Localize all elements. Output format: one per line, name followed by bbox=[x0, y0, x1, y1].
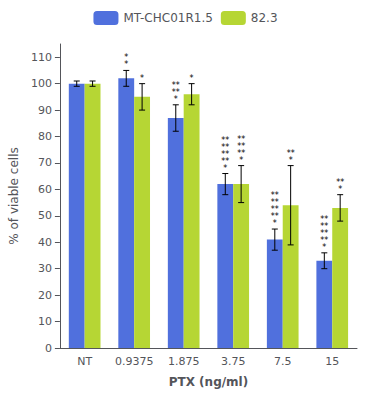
svg-text:40: 40 bbox=[38, 236, 52, 249]
svg-text:10: 10 bbox=[38, 315, 52, 328]
svg-text:100: 100 bbox=[31, 77, 52, 90]
svg-text:*: * bbox=[140, 74, 144, 83]
svg-text:60: 60 bbox=[38, 183, 52, 196]
svg-text:PTX (ng/ml): PTX (ng/ml) bbox=[169, 375, 249, 389]
svg-text:50: 50 bbox=[38, 209, 52, 222]
svg-text:80: 80 bbox=[38, 130, 52, 143]
svg-text:*: * bbox=[338, 185, 342, 194]
svg-text:1.875: 1.875 bbox=[168, 355, 200, 368]
svg-text:20: 20 bbox=[38, 289, 52, 302]
svg-text:110: 110 bbox=[31, 51, 52, 64]
svg-text:*: * bbox=[124, 60, 128, 69]
svg-text:*: * bbox=[289, 156, 293, 165]
svg-text:*: * bbox=[322, 243, 326, 252]
svg-text:0.9375: 0.9375 bbox=[115, 355, 154, 368]
svg-text:*: * bbox=[239, 156, 243, 165]
svg-text:*: * bbox=[174, 95, 178, 104]
svg-text:15: 15 bbox=[325, 355, 339, 368]
svg-text:% of viable cells: % of viable cells bbox=[7, 147, 21, 244]
svg-text:*: * bbox=[273, 219, 277, 228]
svg-text:30: 30 bbox=[38, 262, 52, 275]
svg-text:70: 70 bbox=[38, 156, 52, 169]
svg-text:3.75: 3.75 bbox=[221, 355, 246, 368]
svg-text:MT-CHC01R1.5: MT-CHC01R1.5 bbox=[123, 11, 212, 25]
svg-text:0: 0 bbox=[45, 342, 52, 355]
svg-text:NT: NT bbox=[77, 355, 92, 368]
svg-text:82.3: 82.3 bbox=[251, 11, 278, 25]
svg-text:90: 90 bbox=[38, 104, 52, 117]
svg-text:*: * bbox=[190, 74, 194, 83]
svg-text:7.5: 7.5 bbox=[274, 355, 292, 368]
svg-text:*: * bbox=[223, 164, 227, 173]
